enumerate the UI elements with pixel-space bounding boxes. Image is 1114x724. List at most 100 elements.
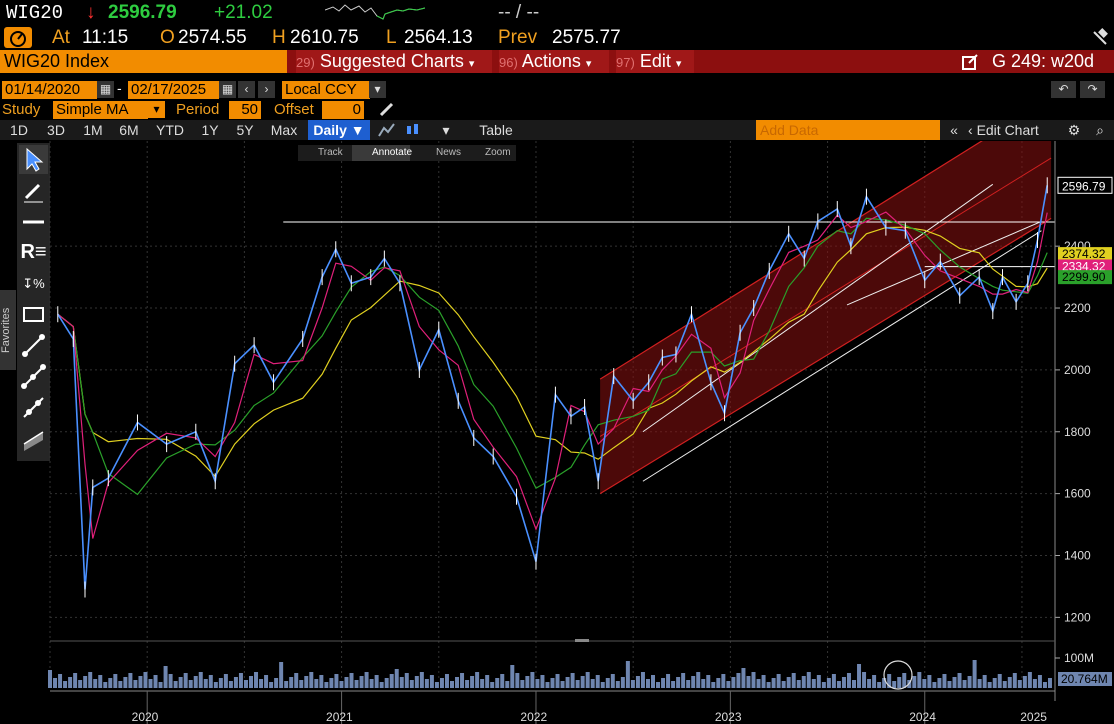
zoom-mode[interactable]: Zoom [485, 147, 511, 158]
pin-icon[interactable] [1090, 28, 1110, 48]
x-tick-label: 2024 [909, 710, 936, 724]
y-tick-label: 1200 [1064, 610, 1091, 624]
volume-highlight [883, 660, 913, 690]
chevron-down-icon[interactable]: ▾ [148, 101, 165, 118]
candlestick-icon[interactable] [402, 120, 424, 140]
high-value: 2610.75 [290, 27, 359, 48]
chevron-down-icon[interactable]: ▾ [442, 122, 450, 138]
x-axis: 2020 2021 2022 2023 2024 2025 [50, 690, 1055, 724]
offset-label: Offset [274, 101, 314, 118]
x-tick-label: 2025 [1020, 710, 1047, 724]
regression-channel [599, 141, 1052, 495]
offset-input[interactable]: 0 [322, 101, 364, 119]
security-field[interactable]: WIG20 Index [0, 50, 287, 73]
page-id: G 249: w20d [992, 51, 1095, 71]
period-3d[interactable]: 3D [47, 122, 65, 138]
moving-average-short [57, 211, 1048, 539]
period-5y[interactable]: 5Y [236, 122, 254, 138]
moving-average-mid [57, 217, 1048, 496]
last-price-box [1057, 176, 1113, 194]
time: 11:15 [82, 27, 129, 48]
period-6m[interactable]: 6M [119, 122, 139, 138]
last-price: 2596.79 [108, 2, 177, 23]
edit-chart-button[interactable]: ‹ Edit Chart [968, 122, 1039, 138]
volume-panel: 100M 20.764M [48, 639, 1112, 690]
ma-value-box [1058, 270, 1112, 285]
y-tick-label: 2000 [1064, 363, 1091, 377]
volume-value-box [1058, 672, 1112, 686]
add-data-input[interactable]: Add Data [756, 120, 940, 140]
ticker: WIG20 [6, 2, 64, 24]
export-icon[interactable] [960, 50, 982, 73]
ma-value-box [1058, 259, 1112, 274]
end-date-field[interactable]: 02/17/2025 [128, 81, 219, 99]
multi-point-line-icon[interactable] [19, 362, 48, 391]
currency-select[interactable]: Local CCY [282, 81, 370, 99]
dropdown-icon: ▾ [468, 58, 475, 70]
ray-icon[interactable] [19, 393, 48, 422]
period-1d[interactable]: 1D [10, 122, 28, 138]
period-label: Period [176, 101, 220, 118]
chevron-left-icon[interactable]: ‹ [238, 81, 255, 98]
line-chart-icon[interactable] [376, 120, 398, 140]
suggested-charts-menu[interactable]: 29) Suggested Charts ▾ [296, 50, 492, 73]
range-dash: - [117, 80, 122, 96]
edit-menu[interactable]: 97) Edit ▾ [616, 50, 694, 73]
chevron-down-icon[interactable]: ▾ [369, 81, 386, 98]
track-mode[interactable]: Track [318, 147, 343, 158]
title-bar: WIG20 Index 29) Suggested Charts ▾ 96) A… [0, 50, 1114, 73]
drawing-toolbar: R≡ ↧% [17, 143, 50, 461]
study-row: Study Simple MA ▾ Period 50 Offset 0 [0, 100, 1114, 120]
stats-bar: At 11:15 O 2574.55 H 2610.75 L 2564.13 P… [0, 26, 1114, 50]
volume-axis-label: 100M [1064, 651, 1094, 665]
redo-icon[interactable]: ↷ [1080, 81, 1105, 98]
undo-icon[interactable]: ↶ [1051, 81, 1076, 98]
frequency-select[interactable]: Daily ▼ [308, 120, 370, 140]
rectangle-icon[interactable] [19, 300, 48, 329]
calendar-icon[interactable]: ▦ [219, 81, 236, 98]
table-button[interactable]: Table [479, 122, 513, 138]
y-tick-label: 1800 [1064, 425, 1091, 439]
horizontal-line-icon[interactable] [19, 207, 48, 236]
period-max[interactable]: Max [270, 122, 298, 138]
actions-menu[interactable]: 96) Actions ▾ [499, 50, 609, 73]
chevron-right-icon[interactable]: › [258, 81, 275, 98]
chart-settings-icon[interactable]: ⚙ [1067, 122, 1081, 138]
x-tick-label: 2021 [326, 710, 353, 724]
chevron-left-icon: ‹ [968, 122, 977, 138]
high-label: H [272, 27, 286, 48]
chevrons-left-icon[interactable]: « [950, 122, 958, 138]
dropdown-icon: ▾ [585, 58, 592, 70]
pen-icon[interactable] [19, 176, 48, 205]
period-1m[interactable]: 1M [83, 122, 103, 138]
zoom-icon[interactable]: ⌕ [1096, 122, 1104, 138]
ma-value-label: 2334.32 [1062, 259, 1106, 273]
prev-label: Prev [498, 27, 538, 48]
x-tick-label: 2022 [520, 710, 547, 724]
sparkline-icon [325, 4, 425, 20]
pencil-icon[interactable] [378, 100, 396, 118]
horizontal-lines [283, 221, 1055, 268]
period-input[interactable]: 50 [229, 101, 261, 119]
trendline-icon[interactable] [19, 331, 48, 360]
channel-icon[interactable] [19, 424, 48, 453]
study-select[interactable]: Simple MA [53, 101, 148, 119]
trendline [642, 230, 1042, 482]
ma-value-label: 2374.32 [1062, 247, 1106, 261]
last-price-label: 2596.79 [1062, 179, 1106, 193]
percent-icon[interactable]: ↧% [22, 276, 45, 291]
cursor-icon[interactable] [19, 145, 48, 174]
period-1y[interactable]: 1Y [201, 122, 219, 138]
calendar-icon[interactable]: ▦ [97, 81, 114, 98]
start-date-field[interactable]: 01/14/2020 [2, 81, 97, 99]
news-mode[interactable]: News [436, 147, 462, 158]
annotate-mode[interactable]: Annotate [372, 147, 413, 158]
low-value: 2564.13 [404, 27, 473, 48]
net-change: +21.02 [214, 2, 273, 23]
quote-bar: WIG20 ↓ 2596.79 +21.02 -- / -- [0, 0, 1114, 26]
period-ytd[interactable]: YTD [156, 122, 184, 138]
retracement-icon[interactable]: R≡ [20, 241, 47, 263]
